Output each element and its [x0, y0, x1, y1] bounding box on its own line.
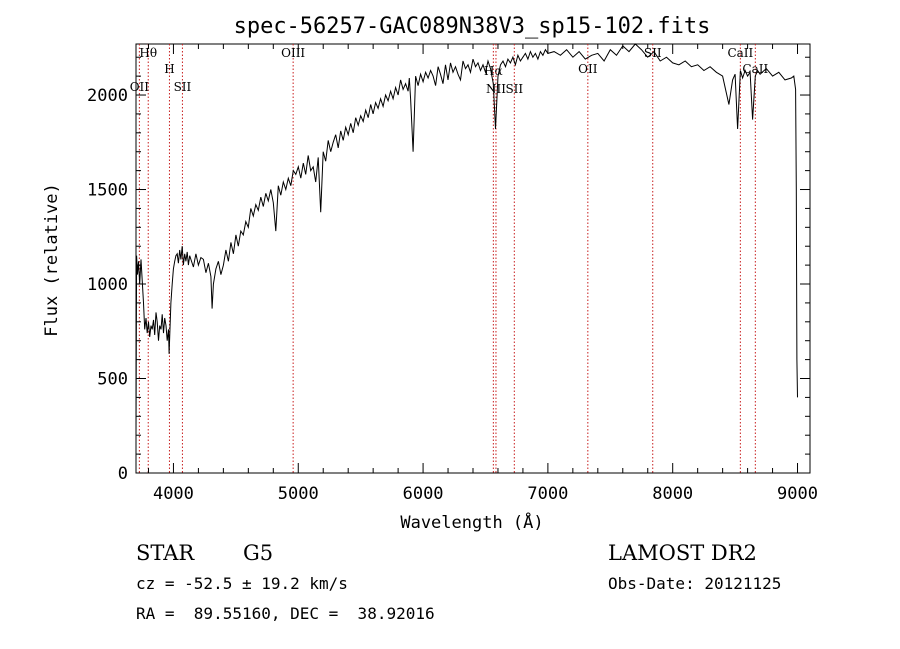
chart-title: spec-56257-GAC089N38V3_sp15-102.fits — [234, 14, 711, 39]
y-axis-label: Flux (relative) — [42, 183, 62, 337]
y-tick-label: 1500 — [87, 181, 128, 201]
axis-ticks — [136, 44, 810, 474]
observation-date: Obs-Date: 20121125 — [608, 574, 782, 593]
spectral-line-label: CaII — [727, 46, 753, 60]
redshift-info: cz = -52.5 ± 19.2 km/s — [136, 574, 348, 593]
spectrum-series-line — [135, 43, 798, 436]
coordinates: RA = 89.55160, DEC = 38.92016 — [136, 604, 435, 623]
x-tick-label: 7000 — [527, 484, 568, 504]
tick-labels: 4000 5000 6000 7000 8000 9000 0 500 1000 1500 2000 — [87, 86, 818, 504]
object-class: STAR — [136, 541, 195, 565]
spectral-line-label: NII — [486, 82, 506, 96]
y-tick-label: 2000 — [87, 86, 128, 106]
x-tick-label: 9000 — [777, 484, 818, 504]
spectral-line-label: OIII — [281, 46, 305, 60]
spectral-line-label: H — [164, 62, 174, 76]
x-tick-label: 8000 — [652, 484, 693, 504]
y-tick-label: 0 — [118, 464, 128, 484]
spectral-line-label: OII — [130, 80, 150, 94]
spectral-line-label: OII — [578, 62, 598, 76]
x-tick-label: 6000 — [403, 484, 444, 504]
spectral-line-label: SII — [505, 82, 523, 96]
object-subclass: G5 — [243, 541, 274, 565]
y-tick-label: 1000 — [87, 275, 128, 295]
x-tick-label: 5000 — [278, 484, 319, 504]
spectral-line-label: SII — [174, 80, 192, 94]
survey-name: LAMOST DR2 — [608, 541, 757, 565]
spectral-line-label: Hθ — [139, 46, 157, 60]
y-tick-label: 500 — [97, 370, 128, 390]
plot-frame — [135, 43, 811, 474]
x-tick-label: 4000 — [153, 484, 194, 504]
x-axis-label: Wavelength (Å) — [400, 511, 543, 533]
